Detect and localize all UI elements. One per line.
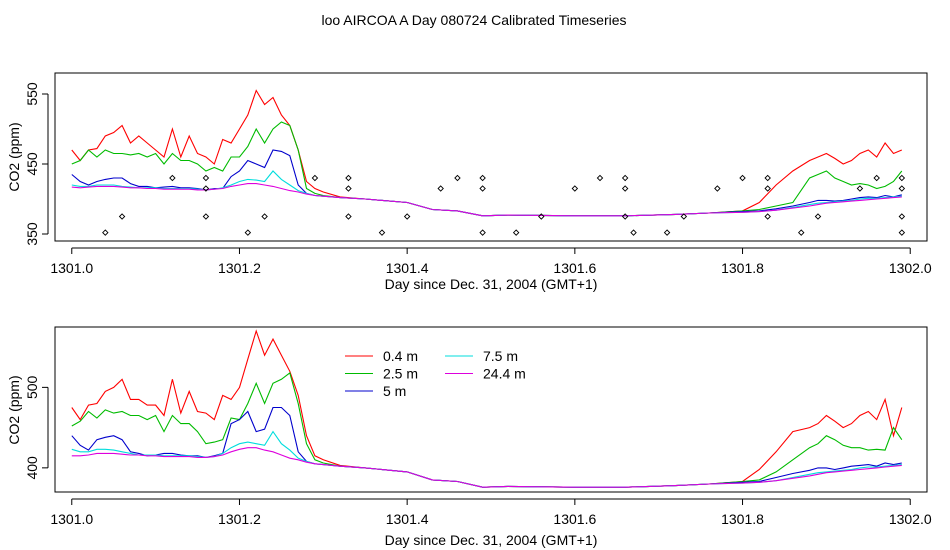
top-x-tick-label: 1301.2 <box>218 260 261 276</box>
figure-title: loo AIRCOA A Day 080724 Calibrated Times… <box>321 12 626 28</box>
top-series-2-5-m-line <box>71 121 903 217</box>
legend-label: 7.5 m <box>483 348 518 364</box>
bottom-x-tick-label: 1301.8 <box>721 511 764 527</box>
bottom-y-tick-label: 400 <box>24 456 40 480</box>
top-diamond-marker <box>856 185 864 192</box>
legend-label: 2.5 m <box>383 366 418 382</box>
top-diamond-marker <box>202 185 210 192</box>
top-series-layer <box>71 89 903 217</box>
top-x-axis-label: Day since Dec. 31, 2004 (GMT+1) <box>385 276 598 292</box>
top-diamond-marker <box>169 174 176 182</box>
legend-label: 5 m <box>383 383 406 399</box>
top-diamond-marker <box>898 213 906 220</box>
bottom-x-tick-label: 1301.4 <box>386 511 429 527</box>
bottom-x-tick-label: 1301.6 <box>553 511 596 527</box>
top-x-tick-label: 1301.4 <box>386 260 429 276</box>
top-diamond-marker <box>739 174 746 182</box>
top-diamond-marker <box>311 174 319 182</box>
top-series-0-4-m-line <box>71 89 903 217</box>
bottom-series-0-4-m-line <box>71 329 903 488</box>
bottom-x-tick-label: 1301.2 <box>218 511 261 527</box>
legend-label: 24.4 m <box>483 366 526 382</box>
top-diamond-marker <box>873 174 880 182</box>
top-diamond-marker <box>898 185 906 192</box>
top-diamond-marker <box>244 229 252 236</box>
top-panel: 1301.0 1301.2 1301.4 1301.6 1301.8 1302.0 350… <box>6 72 932 292</box>
bottom-y-axis-label: CO2 (ppm) <box>6 375 22 444</box>
top-diamond-marker <box>764 213 771 220</box>
top-y-axis: 350 450 550 <box>24 82 49 246</box>
bottom-y-axis: 400 500 <box>24 375 49 480</box>
top-y-axis-label: CO2 (ppm) <box>6 122 22 191</box>
top-diamond-marker <box>479 229 486 236</box>
top-diamond-marker <box>118 213 126 220</box>
top-diamond-marker <box>102 229 109 236</box>
top-diamond-marker <box>898 174 906 182</box>
top-diamond-marker <box>797 229 805 236</box>
bottom-x-tick-label: 1302.0 <box>889 511 932 527</box>
top-diamond-marker <box>621 185 629 192</box>
top-diamond-marker <box>512 229 520 236</box>
top-diamond-marker <box>454 174 461 182</box>
top-diamond-marker <box>571 185 579 192</box>
bottom-series-24-4-m-line <box>71 447 902 488</box>
top-y-tick-label: 450 <box>24 152 40 176</box>
top-diamond-marker <box>202 174 210 182</box>
top-diamond-marker <box>630 229 637 236</box>
top-x-axis: 1301.0 1301.2 1301.4 1301.6 1301.8 1302.0 <box>50 247 932 276</box>
top-diamond-marker <box>345 213 352 220</box>
bottom-series-layer <box>71 329 903 488</box>
top-diamond-marker <box>764 185 771 192</box>
top-diamond-marker <box>345 185 352 192</box>
bottom-x-axis: 1301.0 1301.2 1301.4 1301.6 1301.8 1302.0 <box>50 498 932 527</box>
top-diamond-marker <box>479 174 486 182</box>
bottom-panel: 1301.0 1301.2 1301.4 1301.6 1301.8 1302.0 400… <box>6 326 932 548</box>
top-diamond-marker <box>437 185 444 192</box>
bottom-y-tick-label: 500 <box>24 375 40 399</box>
legend: 0.4 m 2.5 m5 m 7.5 m 24.4 m <box>345 348 526 399</box>
top-y-tick-label: 350 <box>24 222 40 246</box>
top-diamond-marker <box>621 213 629 220</box>
bottom-series-5-m-line <box>71 406 902 488</box>
bottom-x-axis-label: Day since Dec. 31, 2004 (GMT+1) <box>385 532 598 548</box>
top-diamond-marker <box>898 229 906 236</box>
bottom-series-7-5-m-line <box>71 430 902 488</box>
top-diamond-marker <box>680 213 688 220</box>
top-diamond-marker <box>261 213 268 220</box>
top-diamond-marker <box>378 229 386 236</box>
top-x-tick-label: 1301.6 <box>553 260 596 276</box>
top-diamond-marker <box>596 174 604 182</box>
top-x-tick-label: 1301.0 <box>50 260 93 276</box>
top-diamond-marker <box>621 174 629 182</box>
top-diamond-marker <box>764 174 771 182</box>
top-marker-layer <box>102 174 906 236</box>
top-diamond-marker <box>538 213 545 220</box>
top-diamond-marker <box>345 174 352 182</box>
bottom-plot-frame <box>54 326 928 493</box>
top-diamond-marker <box>479 185 486 192</box>
top-x-tick-label: 1301.8 <box>721 260 764 276</box>
top-diamond-marker <box>663 229 671 236</box>
top-series-24-4-m-line <box>71 183 902 217</box>
top-plot-frame <box>54 72 928 242</box>
top-y-tick-label: 550 <box>24 82 40 106</box>
legend-label: 0.4 m <box>383 348 418 364</box>
top-diamond-marker <box>403 213 411 220</box>
bottom-x-tick-label: 1301.0 <box>50 511 93 527</box>
top-diamond-marker <box>714 185 721 192</box>
bottom-series-2-5-m-line <box>71 371 903 488</box>
top-diamond-marker <box>202 213 210 220</box>
top-diamond-marker <box>814 213 822 220</box>
top-x-tick-label: 1302.0 <box>889 260 932 276</box>
